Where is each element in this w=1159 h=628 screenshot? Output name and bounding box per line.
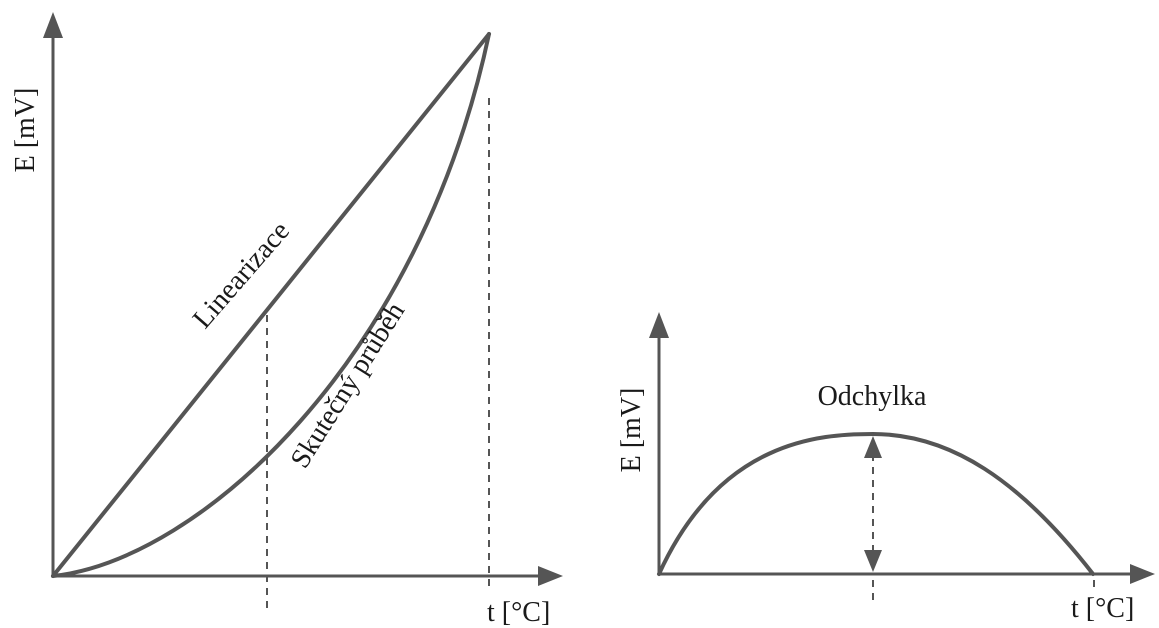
right-x-axis-arrowhead: [1130, 564, 1155, 584]
actual-curve: [51, 32, 491, 578]
left-y-axis-label: E [mV]: [10, 88, 41, 173]
deviation-curve: [657, 431, 1095, 576]
left-y-axis-arrowhead: [43, 12, 63, 38]
right-y-axis-arrowhead: [649, 312, 669, 338]
actual-curve-label: Skutečný průběh: [285, 297, 411, 474]
right-diagram: E [mV] t [°C] Odchylka: [616, 312, 1155, 624]
deviation-label: Odchylka: [818, 381, 927, 412]
deviation-arrow-top: [864, 436, 882, 458]
right-x-axis-label: t [°C]: [1071, 593, 1134, 624]
linearization-line: [51, 32, 491, 578]
deviation-arrow-bottom: [864, 550, 882, 572]
left-x-axis-label: t [°C]: [487, 597, 550, 628]
right-y-axis-label: E [mV]: [616, 388, 647, 473]
left-x-axis-arrowhead: [538, 566, 563, 586]
left-diagram: E [mV] t [°C] Linearizace Skutečný průbě…: [10, 12, 563, 628]
linearization-label: Linearizace: [187, 216, 296, 335]
